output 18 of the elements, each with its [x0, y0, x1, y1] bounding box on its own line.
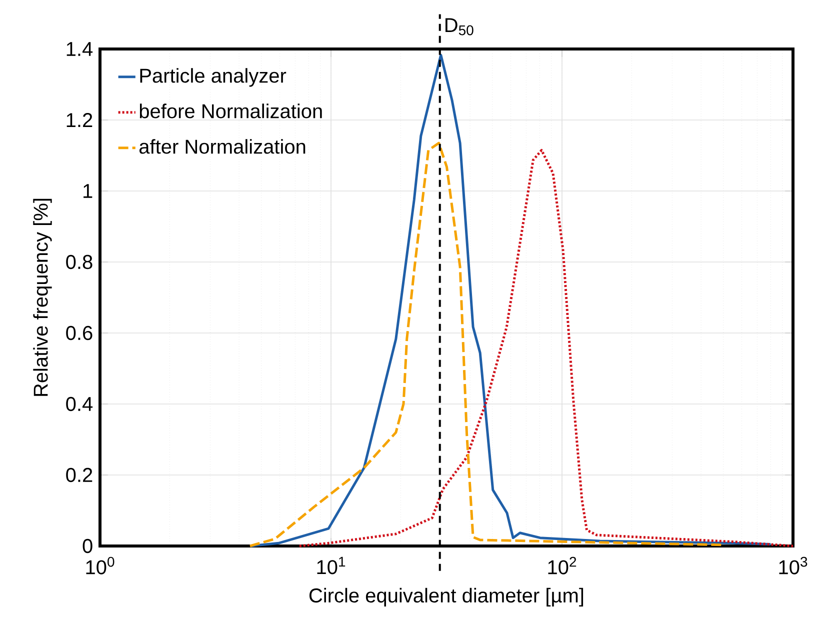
y-tick-label: 1.4 [66, 42, 93, 56]
legend-label: after Normalization [139, 139, 306, 154]
legend-label: before Normalization [140, 104, 322, 118]
legend-label: Particle analyzer [140, 68, 286, 87]
y-tick-label: 0.6 [66, 326, 92, 340]
y-tick-label: 0.4 [66, 396, 93, 412]
y-tick-label: 0 [82, 538, 92, 554]
x-axis-title: Circle equivalent diameter [µm] [309, 588, 584, 607]
x-tick-label: 10$^{3}$ [779, 556, 808, 574]
y-axis-title: Relative frequency [%] [33, 198, 52, 396]
x-tick-label: 10$^{2}$ [548, 556, 576, 574]
y-tick-label: 1 [84, 184, 92, 198]
y-tick-label: 0.2 [66, 468, 92, 482]
x-tick-label: 10$^{1}$ [317, 556, 346, 574]
x-tick-label: 10$^{0}$ [86, 556, 114, 574]
ref-line-label: D$_{50}$ [446, 18, 474, 36]
y-tick-label: 1.2 [66, 113, 92, 127]
y-tick-label: 0.8 [66, 254, 92, 270]
